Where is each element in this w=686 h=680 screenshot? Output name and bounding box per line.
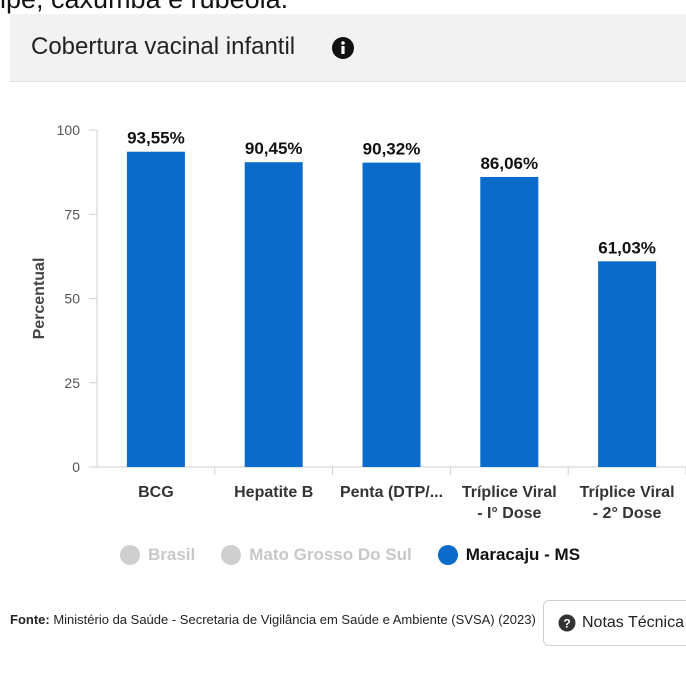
legend-dot <box>221 545 242 565</box>
legend-dot <box>120 545 140 565</box>
y-tick-label: 25 <box>64 375 80 391</box>
bar <box>480 176 539 468</box>
y-tick-label: 50 <box>64 291 80 307</box>
x-tick-label: Penta (DTP/... <box>340 484 443 501</box>
bar <box>598 261 657 467</box>
data-label: 86,06% <box>480 154 538 173</box>
data-label: 61,03% <box>598 238 656 257</box>
bar <box>362 162 421 468</box>
y-axis-label: Percentual <box>31 258 48 340</box>
chart-title: Cobertura vacinal infantil <box>31 33 296 60</box>
y-tick-label: 75 <box>64 206 80 222</box>
notes-button-label: Notas Técnica <box>582 614 684 631</box>
legend-label: Mato Grosso Do Sul <box>249 545 412 564</box>
chart-legend: Brasil Mato Grosso Do Sul Maracaju - MS <box>120 540 606 570</box>
x-tick-label: Tríplice Viral <box>462 484 557 501</box>
caption-fragment: ipe, caxumba e rubéola. <box>0 0 686 14</box>
bar <box>244 162 303 467</box>
data-label: 90,32% <box>363 140 421 159</box>
info-circle-icon[interactable] <box>331 36 355 60</box>
x-tick-label: BCG <box>138 484 174 501</box>
source-text: Ministério da Saúde - Secretaria de Vigi… <box>53 612 536 627</box>
x-tick-label: Tríplice Viral <box>580 484 675 501</box>
data-label: 93,55% <box>127 129 185 148</box>
x-tick-label: - 2° Dose <box>593 505 662 522</box>
x-tick-label: - I° Dose <box>477 505 541 522</box>
legend-item-mato-grosso-do-sul[interactable]: Mato Grosso Do Sul <box>221 545 412 565</box>
notes-technical-button[interactable]: ? Notas Técnica <box>543 600 686 646</box>
source-label: Fonte: <box>10 612 50 627</box>
legend-item-brasil[interactable]: Brasil <box>120 545 195 565</box>
y-tick-label: 0 <box>72 459 80 475</box>
svg-text:?: ? <box>563 617 570 631</box>
legend-label: Maracaju - MS <box>465 545 581 564</box>
legend-dot <box>437 545 458 565</box>
bar-chart: 0 25 50 75 100 Percentual 93,55% BCG 90,45% Hepat… <box>31 122 686 522</box>
x-tick-label: Hepatite B <box>234 484 313 501</box>
bar <box>126 151 185 467</box>
y-tick-label: 100 <box>57 122 81 138</box>
question-circle-icon: ? <box>558 614 576 632</box>
source-note: Fonte: Ministério da Saúde - Secretaria … <box>10 611 540 629</box>
legend-label: Brasil <box>148 545 196 564</box>
data-label: 90,45% <box>245 139 303 158</box>
chart-header: Cobertura vacinal infantil <box>10 14 686 82</box>
legend-item-maracaju[interactable]: Maracaju - MS <box>437 545 581 565</box>
